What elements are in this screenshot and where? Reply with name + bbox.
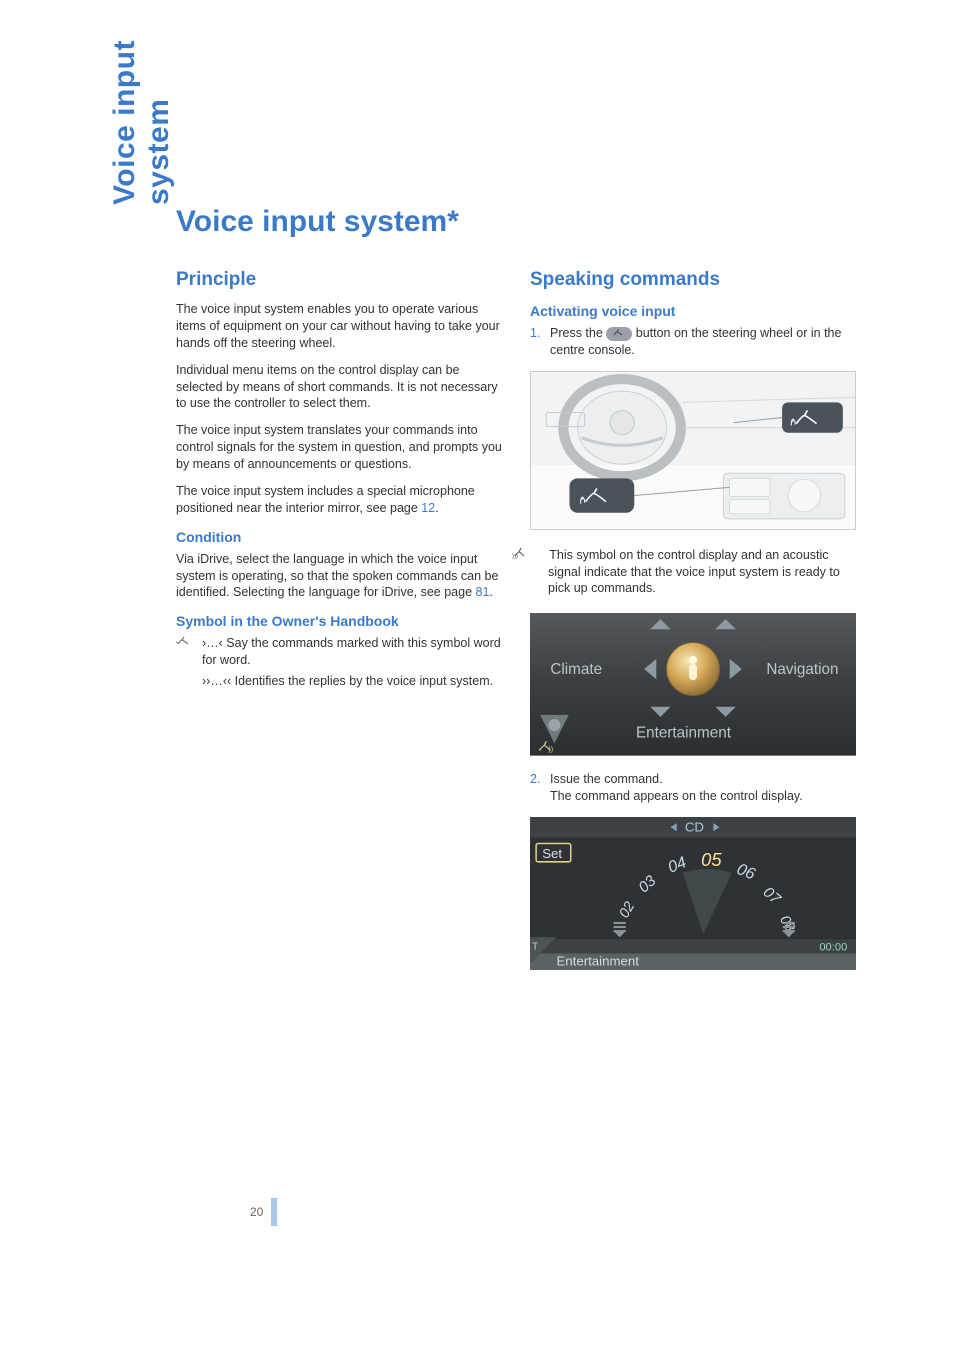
heading-activating: Activating voice input	[530, 303, 856, 319]
paragraph: The voice input system enables you to op…	[176, 301, 502, 352]
symbol-legend-text: ›…‹ Say the commands marked with this sy…	[202, 635, 502, 669]
page-title: Voice input system*	[176, 205, 856, 239]
step-body: Issue the command. The command appears o…	[550, 771, 856, 805]
cd-display-screenshot: CD Set 02 03 04 05 06 07 08	[530, 817, 856, 970]
symbol-legend-row: ››…‹‹ Identifies the replies by the voic…	[176, 673, 502, 690]
svg-text:))): )))	[512, 554, 518, 559]
text: .	[435, 501, 438, 515]
text: The command appears on the control displ…	[550, 789, 803, 803]
page-number: 20	[250, 1205, 263, 1219]
paragraph: Via iDrive, select the language in which…	[176, 551, 502, 602]
svg-text:CD: CD	[685, 819, 704, 834]
page-content: Voice input system* Principle The voice …	[176, 205, 856, 985]
svg-text:00:00: 00:00	[819, 941, 847, 953]
step-1: 1. Press the button on the steering whee…	[530, 325, 856, 359]
svg-text:Entertainment: Entertainment	[556, 953, 639, 968]
heading-speaking-commands: Speaking commands	[530, 269, 856, 291]
idrive-menu-screenshot: Climate Navigation Entertainment ))	[530, 613, 856, 756]
two-columns: Principle The voice input system enables…	[176, 269, 856, 985]
paragraph: The voice input system includes a specia…	[176, 483, 502, 517]
voice-ready-icon: )))	[530, 545, 546, 564]
page-marker	[271, 1198, 277, 1226]
text: Via iDrive, select the language in which…	[176, 552, 498, 600]
text: Issue the command.	[550, 772, 663, 786]
step-2: 2. Issue the command. The command appear…	[530, 771, 856, 805]
paragraph: Individual menu items on the control dis…	[176, 362, 502, 413]
heading-condition: Condition	[176, 529, 502, 545]
heading-symbol-handbook: Symbol in the Owner's Handbook	[176, 613, 502, 629]
text: Press the	[550, 326, 606, 340]
step-number: 2.	[530, 771, 550, 805]
text: This symbol on the control display and a…	[546, 548, 840, 596]
symbol-legend-row: ›…‹ Say the commands marked with this sy…	[176, 635, 502, 669]
side-tab: Voice input system	[108, 0, 176, 205]
spacer	[176, 673, 202, 690]
text: .	[489, 585, 492, 599]
page-footer: 20	[250, 1198, 277, 1226]
svg-text:T: T	[532, 941, 538, 952]
step-body: Press the button on the steering wheel o…	[550, 325, 856, 359]
svg-text:Entertainment: Entertainment	[636, 725, 732, 742]
svg-text:05: 05	[701, 849, 722, 870]
svg-text:)): ))	[548, 746, 553, 754]
symbol-legend-text: ››…‹‹ Identifies the replies by the voic…	[202, 673, 502, 690]
page-reference[interactable]: 12	[421, 501, 435, 515]
steering-wheel-illustration	[530, 371, 856, 530]
svg-text:Climate: Climate	[550, 661, 602, 678]
step-number: 1.	[530, 325, 550, 359]
paragraph: The voice input system translates your c…	[176, 422, 502, 473]
paragraph: ))) This symbol on the control display a…	[530, 545, 856, 598]
right-column: Speaking commands Activating voice input…	[530, 269, 856, 985]
left-column: Principle The voice input system enables…	[176, 269, 502, 985]
svg-text:Set: Set	[542, 845, 562, 860]
voice-icon	[176, 635, 202, 669]
page-reference[interactable]: 81	[476, 585, 490, 599]
voice-button-icon	[606, 327, 632, 341]
svg-text:Navigation: Navigation	[766, 661, 838, 678]
heading-principle: Principle	[176, 269, 502, 291]
